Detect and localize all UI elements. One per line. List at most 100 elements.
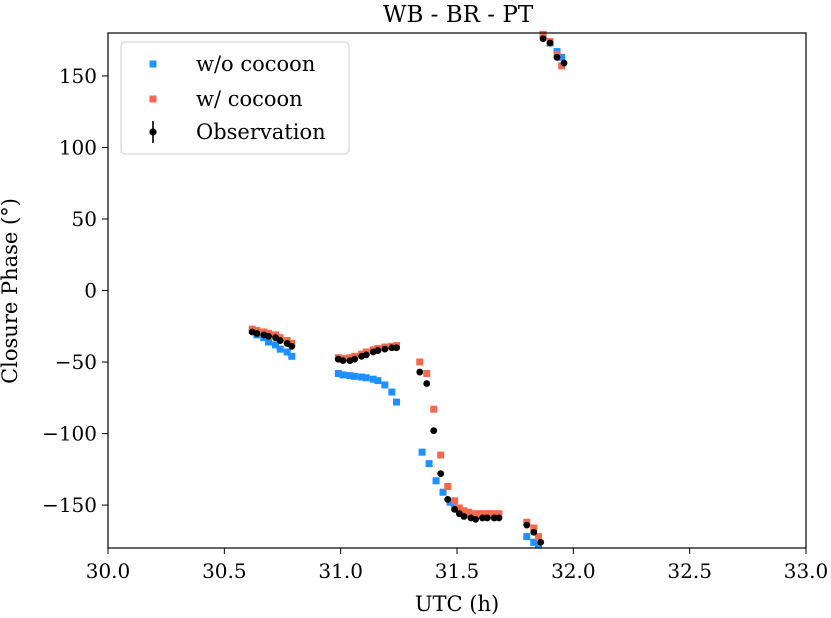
data-point	[430, 405, 438, 413]
data-point	[558, 62, 566, 70]
data-point	[523, 521, 531, 529]
data-point	[439, 488, 447, 496]
data-point	[537, 538, 545, 546]
data-point	[430, 427, 438, 435]
x-tick-label: 32.0	[551, 559, 596, 583]
x-axis: 30.0 30.5 31.0 31.5 32.0 32.5 33.0	[86, 548, 828, 583]
x-tick-label: 31.0	[318, 559, 363, 583]
data-point	[437, 470, 445, 478]
data-point	[423, 369, 431, 377]
data-point	[351, 372, 359, 380]
data-point	[369, 375, 377, 383]
chart-title: WB - BR - PT	[383, 2, 534, 28]
data-point	[460, 513, 468, 520]
legend-marker	[149, 60, 157, 68]
data-point	[272, 341, 280, 349]
legend-label: Observation	[196, 120, 326, 144]
legend-marker	[149, 95, 157, 103]
data-point	[425, 460, 433, 468]
data-point	[374, 347, 382, 354]
data-point	[416, 358, 424, 366]
data-point	[276, 345, 284, 353]
data-point	[362, 351, 370, 359]
data-point	[265, 332, 272, 340]
data-point	[476, 510, 484, 518]
data-point	[334, 369, 342, 377]
data-point	[276, 337, 284, 344]
legend-box	[120, 41, 350, 155]
data-point	[418, 448, 426, 456]
data-point	[539, 35, 547, 43]
legend-label: w/ cocoon	[196, 87, 303, 111]
data-point	[534, 541, 542, 549]
data-point	[472, 510, 480, 518]
data-point	[393, 398, 401, 406]
data-point	[388, 388, 396, 396]
data-point	[339, 371, 347, 379]
y-tick-label: 50	[72, 207, 97, 231]
legend: w/o cocoon w/ cocoon Observation	[120, 41, 350, 155]
x-tick-label: 31.5	[435, 559, 480, 583]
series-observation	[248, 35, 568, 546]
data-point	[381, 381, 389, 389]
data-point	[495, 510, 503, 518]
data-point	[283, 348, 291, 356]
data-point	[495, 514, 503, 522]
data-point	[362, 374, 370, 382]
x-tick-label: 30.0	[86, 559, 131, 583]
data-point	[451, 497, 459, 505]
x-tick-label: 32.5	[667, 559, 712, 583]
data-point	[358, 373, 366, 381]
data-point	[488, 510, 496, 518]
data-point	[472, 515, 480, 523]
data-point	[455, 504, 463, 512]
data-point	[444, 482, 452, 490]
y-tick-label: 100	[59, 135, 97, 159]
x-tick-label: 30.5	[202, 559, 247, 583]
y-tick-label: −50	[55, 350, 97, 374]
data-point	[253, 330, 261, 337]
data-point	[560, 59, 568, 67]
data-point	[351, 355, 359, 363]
data-point	[388, 344, 396, 352]
data-point	[539, 30, 547, 38]
data-point	[265, 338, 273, 346]
data-point	[288, 352, 296, 360]
y-tick-label: 0	[84, 279, 97, 303]
data-point	[534, 533, 542, 541]
y-tick-label: −100	[42, 422, 97, 446]
x-axis-label: UTC (h)	[415, 592, 499, 616]
data-point	[483, 510, 491, 518]
y-axis: 150 100 50 0 −50 −100 −150	[42, 64, 108, 517]
data-point	[553, 53, 561, 61]
data-point	[381, 345, 389, 353]
data-point	[339, 357, 347, 364]
data-point	[288, 342, 296, 350]
y-tick-label: 150	[59, 64, 97, 88]
data-point	[530, 538, 538, 546]
data-point	[346, 372, 354, 380]
data-point	[546, 39, 554, 47]
data-point	[444, 495, 452, 503]
data-point	[465, 508, 473, 516]
data-point	[479, 514, 486, 522]
data-point	[460, 507, 468, 515]
data-point	[416, 368, 424, 376]
legend-marker	[149, 128, 157, 136]
y-tick-label: −150	[42, 493, 97, 517]
data-point	[490, 514, 498, 522]
y-axis-label: Closure Phase (°)	[0, 198, 22, 384]
data-point	[530, 524, 538, 532]
data-point	[437, 451, 445, 459]
data-point	[393, 344, 400, 352]
data-point	[432, 477, 440, 485]
data-point	[530, 528, 538, 536]
legend-label: w/o cocoon	[196, 52, 315, 76]
data-point	[446, 498, 454, 506]
data-point	[483, 514, 491, 522]
data-point	[523, 533, 531, 541]
data-point	[374, 377, 382, 385]
data-point	[423, 380, 431, 387]
data-point	[558, 53, 566, 61]
